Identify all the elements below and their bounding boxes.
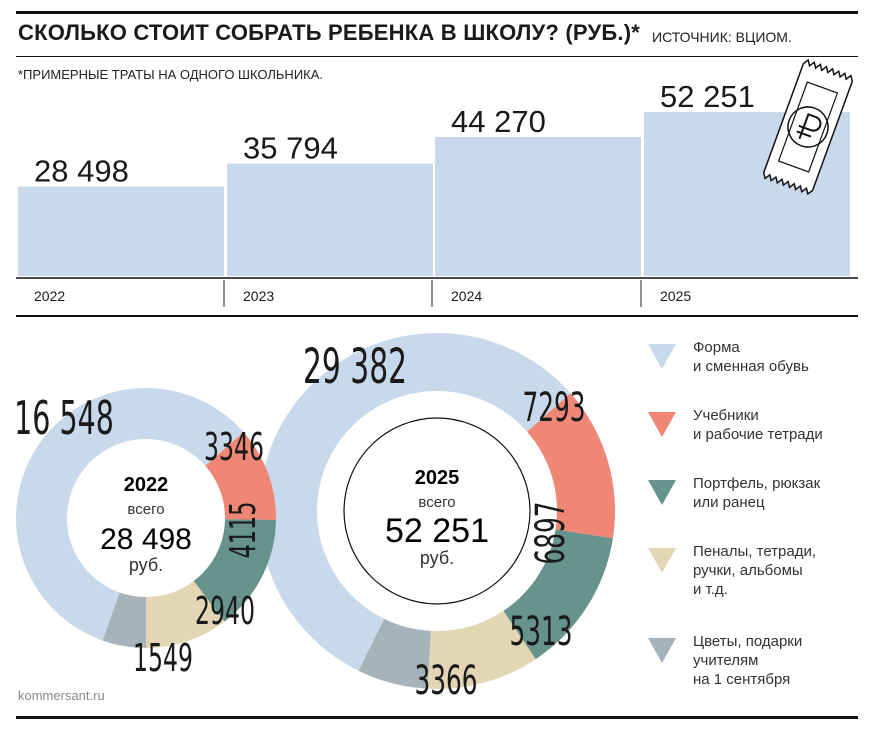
segment-value-label: 4115: [223, 502, 265, 559]
ruble-receipt-icon: [762, 58, 854, 196]
legend-label: Пеналы, тетради, ручки, альбомы и т.д.: [693, 543, 817, 598]
bar-2023: [227, 163, 433, 276]
svg-text:5313: 5313: [509, 608, 572, 655]
segment-value-label: 3346: [204, 426, 264, 469]
donut-caption: всего: [418, 494, 455, 511]
donut-segment-portfel: [193, 519, 276, 622]
bar-2024: [435, 136, 641, 276]
title-rule: [16, 56, 858, 57]
bar-value-label: 28 498: [34, 154, 129, 189]
donut-total: 28 498: [100, 523, 192, 556]
footnote: *ПРИМЕРНЫЕ ТРАТЫ НА ОДНОГО ШКОЛЬНИКА.: [18, 67, 324, 82]
donut-total: 52 251: [385, 512, 489, 550]
svg-text:7293: 7293: [522, 384, 585, 431]
bar-2022: [18, 186, 224, 276]
svg-text:3366: 3366: [414, 657, 477, 704]
legend-swatch: [648, 344, 676, 369]
center-ring: [343, 417, 531, 605]
segment-value-label: 7293: [522, 384, 585, 431]
top-rule: [16, 11, 858, 14]
bar-value-label: 52 251: [660, 79, 755, 114]
category-label: 2025: [660, 288, 691, 304]
donut-year: 2022: [124, 474, 169, 496]
segment-value-label: 29 382: [303, 340, 407, 395]
category-label: 2022: [34, 288, 65, 304]
donut-year: 2025: [415, 467, 460, 489]
donut-segment-penaly: [146, 580, 225, 648]
legend-label: Портфель, рюкзак или ранец: [693, 475, 821, 511]
svg-text:3346: 3346: [204, 426, 264, 469]
svg-text:16 548: 16 548: [14, 392, 114, 446]
segment-value-label: 1549: [133, 637, 193, 680]
svg-text:6897: 6897: [527, 501, 574, 564]
segment-value-label: 6897: [527, 501, 574, 564]
bar-value-label: 44 270: [451, 104, 546, 139]
segment-value-label: 2940: [195, 590, 255, 633]
donut-segment-forma: [259, 333, 571, 671]
legend-label: Цветы, подарки учителям на 1 сентября: [693, 633, 803, 688]
donut-center: [318, 392, 556, 630]
legend-swatch: [648, 548, 676, 573]
legend-swatch: [648, 638, 676, 663]
donut-segment-uchebniki: [527, 393, 615, 539]
svg-text:2940: 2940: [195, 590, 255, 633]
bar-value-label: 35 794: [243, 131, 338, 166]
donut-unit: руб.: [420, 548, 454, 568]
chart-title: СКОЛЬКО СТОИТ СОБРАТЬ РЕБЕНКА В ШКОЛУ? (…: [18, 20, 640, 45]
legend-swatch: [648, 480, 676, 505]
footer-site: kommersant.ru: [18, 688, 105, 703]
svg-text:1549: 1549: [133, 637, 193, 680]
bottom-rule: [16, 716, 858, 719]
donut-center: [68, 440, 224, 596]
svg-text:29 382: 29 382: [303, 340, 407, 395]
donut-segment-portfel: [503, 529, 613, 660]
svg-text:4115: 4115: [223, 502, 265, 559]
section-rule: [16, 315, 858, 317]
segment-value-label: 5313: [509, 608, 572, 655]
donut-unit: руб.: [129, 555, 163, 575]
source-note: ИСТОЧНИК: ВЦИОМ.: [652, 29, 792, 45]
donut-segment-forma: [16, 388, 244, 641]
legend-label: Форма и сменная обувь: [693, 339, 809, 375]
segment-value-label: 3366: [414, 657, 477, 704]
legend-swatch: [648, 412, 676, 437]
bar-chart: 28 498 2022 35 794 2023 44 270 2024 52 251 2025: [16, 58, 858, 307]
donut-caption: всего: [127, 501, 164, 518]
donut-segment-cvety: [358, 618, 431, 689]
donut-segment-cvety: [102, 592, 147, 648]
category-label: 2024: [451, 288, 482, 304]
legend-label: Учебники и рабочие тетради: [693, 407, 823, 443]
donut-segment-uchebniki: [205, 432, 276, 520]
donut-segment-penaly: [427, 610, 536, 689]
category-label: 2023: [243, 288, 274, 304]
segment-value-label: 16 548: [14, 392, 114, 446]
